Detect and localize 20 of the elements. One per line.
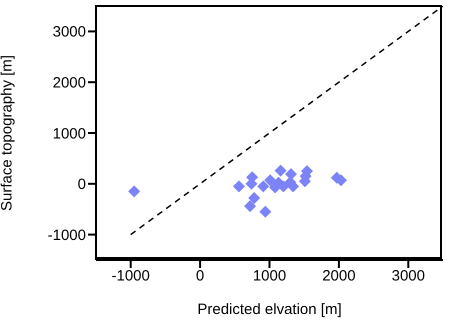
x-tick-label: 2000 [322, 268, 356, 285]
x-tick-label: 3000 [392, 268, 425, 285]
y-tick-label: 0 [78, 176, 86, 194]
point [259, 206, 272, 218]
y-tick-label: -1000 [48, 226, 86, 244]
point [244, 200, 256, 212]
y-tick-label: 3000 [52, 24, 86, 41]
point [248, 192, 260, 204]
point [232, 180, 245, 192]
point [257, 180, 270, 192]
x-tick-label: -1000 [112, 268, 150, 285]
point [128, 185, 140, 198]
point [274, 164, 287, 177]
y-tick-label: 1000 [52, 125, 86, 142]
x-axis-title: Predicted elvation [m] [197, 301, 342, 318]
y-axis-title: Surface topography [m] [0, 55, 16, 211]
y-tick-label: 2000 [52, 74, 86, 92]
point [264, 174, 276, 186]
x-tick-label: 0 [196, 268, 204, 285]
x-tick-label: 1000 [252, 268, 286, 285]
